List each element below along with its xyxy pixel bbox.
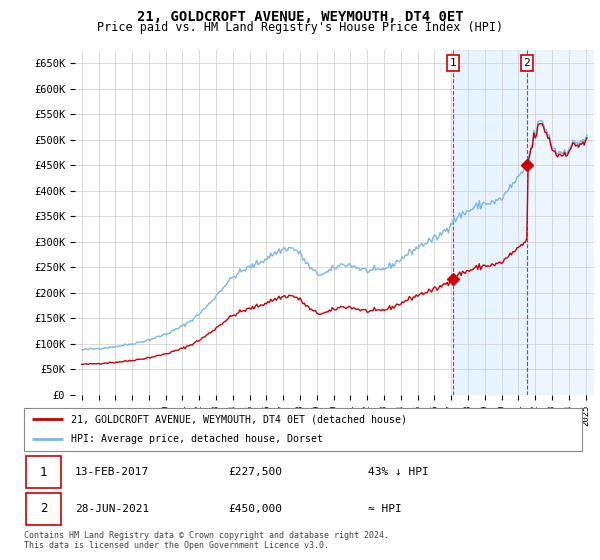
Bar <box>453 50 527 395</box>
Text: 2: 2 <box>40 502 47 515</box>
Bar <box>527 50 594 395</box>
FancyBboxPatch shape <box>24 408 582 451</box>
Text: 1: 1 <box>449 58 456 68</box>
FancyBboxPatch shape <box>26 456 61 488</box>
Text: HPI: Average price, detached house, Dorset: HPI: Average price, detached house, Dors… <box>71 434 323 444</box>
Text: £450,000: £450,000 <box>229 504 283 514</box>
Text: 28-JUN-2021: 28-JUN-2021 <box>75 504 149 514</box>
Text: 21, GOLDCROFT AVENUE, WEYMOUTH, DT4 0ET (detached house): 21, GOLDCROFT AVENUE, WEYMOUTH, DT4 0ET … <box>71 414 407 424</box>
Text: £227,500: £227,500 <box>229 468 283 477</box>
Text: Price paid vs. HM Land Registry's House Price Index (HPI): Price paid vs. HM Land Registry's House … <box>97 21 503 34</box>
Text: ≈ HPI: ≈ HPI <box>368 504 402 514</box>
Text: 1: 1 <box>40 466 47 479</box>
Text: 21, GOLDCROFT AVENUE, WEYMOUTH, DT4 0ET: 21, GOLDCROFT AVENUE, WEYMOUTH, DT4 0ET <box>137 10 463 24</box>
FancyBboxPatch shape <box>26 493 61 525</box>
Text: 43% ↓ HPI: 43% ↓ HPI <box>368 468 429 477</box>
Text: 13-FEB-2017: 13-FEB-2017 <box>75 468 149 477</box>
Text: 2: 2 <box>523 58 530 68</box>
Text: Contains HM Land Registry data © Crown copyright and database right 2024.
This d: Contains HM Land Registry data © Crown c… <box>24 531 389 550</box>
